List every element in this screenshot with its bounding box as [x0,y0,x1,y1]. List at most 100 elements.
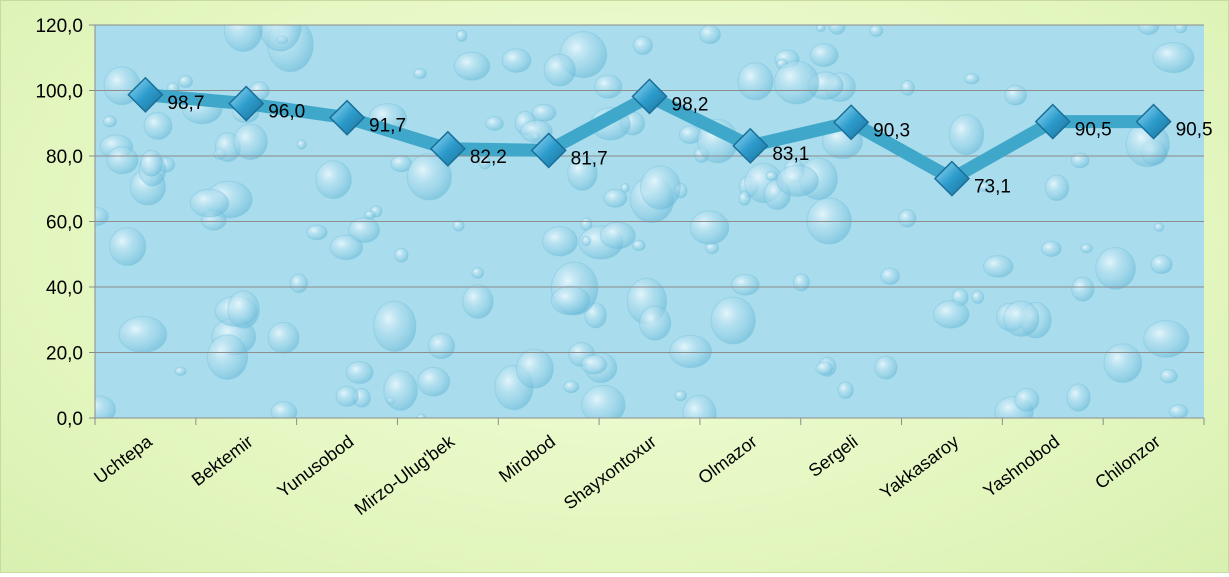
water-drop [543,53,576,87]
water-drop [406,153,452,201]
y-tick-label: 40,0 [46,278,83,299]
data-label: 96,0 [268,102,305,123]
x-category-label: Olmazor [694,431,760,488]
data-point-marker [1135,103,1172,140]
water-drop [364,210,376,220]
data-label: 90,5 [1075,120,1112,141]
x-category-label: Sergeli [805,431,862,481]
x-category-label: Mirzo-Ulug'bek [351,431,459,519]
water-drop [413,68,427,80]
water-drop [880,267,900,285]
water-drop [1003,300,1040,337]
water-drop [373,300,417,352]
water-drop [345,360,374,384]
water-drop [471,266,485,279]
water-drop [932,300,970,329]
water-drop [737,62,774,101]
water-drop [541,226,578,257]
water-drop [699,25,721,45]
data-label: 98,7 [167,93,204,114]
water-drop [1174,25,1188,34]
water-drop [1143,319,1190,358]
water-drop [1071,276,1095,302]
water-drop [669,334,713,369]
water-drop [978,181,992,193]
water-drop [335,385,359,407]
water-drop [1103,343,1143,383]
water-drop [383,370,418,411]
water-drop [738,190,751,206]
data-label: 73,1 [974,177,1011,198]
x-category-label: Yashnobod [979,431,1063,501]
water-drop [189,188,230,218]
data-point-marker [530,132,567,169]
water-drop [348,217,381,244]
water-drop [710,296,756,345]
water-drop [815,361,834,376]
water-drop [1066,383,1091,412]
water-drop [581,384,626,418]
water-drop-texture [95,25,1195,418]
water-drop [178,75,194,89]
water-drop [594,74,623,99]
data-point-marker [429,130,466,167]
data-label: 98,2 [672,94,709,115]
series-markers [127,76,1172,197]
data-label: 81,7 [571,148,608,169]
water-drop [102,115,117,128]
water-drop [550,285,591,316]
water-drop [289,273,309,294]
axes [89,24,1205,425]
water-drop [259,25,302,52]
water-drop [731,273,760,296]
water-drop [1152,42,1195,74]
water-drop [140,149,163,177]
water-drop [632,35,653,56]
data-label: 82,2 [470,147,507,168]
water-drop [95,395,117,418]
water-drop [1004,84,1028,106]
data-point-marker [732,127,769,164]
x-category-label: Yakkasaroy [876,431,962,503]
water-drop [869,25,884,37]
water-drop [948,114,985,156]
water-drop [1153,222,1165,232]
data-point-marker [328,99,366,136]
data-labels: 98,7 96,0 91,7 82,2 81,7 98,2 83,1 90,3 73,1 90,5… [167,93,1212,198]
data-point-marker [1034,103,1071,140]
water-drop [453,51,491,81]
data-label: 90,5 [1176,120,1213,141]
x-category-label: Yunusobod [273,431,357,501]
water-drop [427,332,456,360]
water-drop [809,43,839,68]
water-drop [674,390,687,402]
y-tick-label: 0,0 [57,409,83,430]
water-drop [971,290,985,305]
data-point-marker [228,85,265,122]
water-drop [417,366,451,397]
water-drop [603,188,628,208]
water-drop [485,116,504,131]
water-drop [898,209,917,228]
water-drop [982,255,1014,278]
water-drop [1070,152,1090,169]
water-drop [206,334,249,380]
water-drop [223,25,263,52]
water-drop [227,290,260,329]
water-drop [267,321,300,354]
water-drop [452,219,465,232]
water-drop [773,60,820,105]
y-tick-label: 120,0 [35,16,83,37]
data-label: 90,3 [873,120,910,141]
water-drop [563,380,580,394]
water-drop [581,235,592,247]
water-drop [118,315,168,353]
water-drop [1137,25,1160,36]
water-drop [620,182,630,193]
water-drop [174,366,187,376]
water-drop [963,73,980,85]
x-category-label: Uchtepa [90,431,156,488]
water-drop [1150,254,1173,275]
